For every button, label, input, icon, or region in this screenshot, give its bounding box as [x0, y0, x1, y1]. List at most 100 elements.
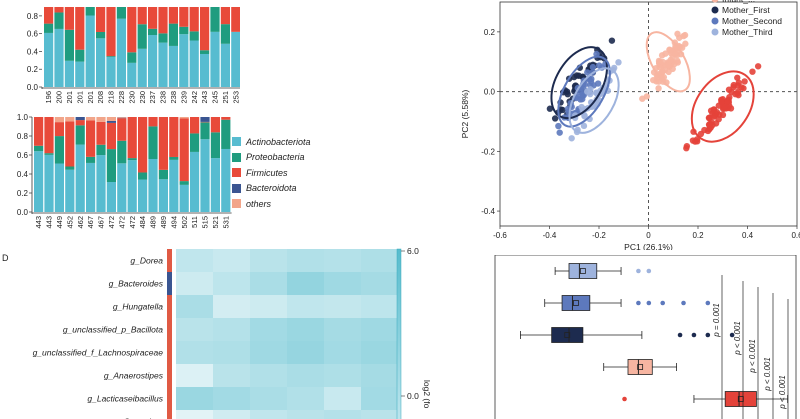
bar-segment-actinobacteriota [44, 32, 54, 87]
heat-cell [176, 341, 213, 364]
phylum-legend: Actinobacteriota Proteobacteria Firmicutes… [232, 134, 362, 212]
point-infant_2 [732, 90, 739, 98]
bar-segment-others [86, 117, 96, 121]
heat-cell [176, 272, 213, 295]
side-annotation [167, 387, 172, 410]
point-infant_1 [655, 85, 662, 92]
bar-segment-firmicutes [190, 117, 200, 134]
outlier-point [705, 332, 711, 338]
bottom-sample-label: 531 [221, 216, 230, 229]
bottom-sample-label: 489 [159, 216, 168, 229]
bar-segment-proteobacteria [210, 7, 220, 32]
bar-segment-firmicutes [127, 117, 137, 159]
point-infant_1 [667, 56, 674, 64]
box-mean [579, 268, 586, 274]
bar-segment-firmicutes [75, 7, 85, 50]
top-sample-label: 242 [190, 91, 199, 104]
bar-segment-firmicutes [221, 117, 231, 120]
side-annotation [167, 410, 172, 419]
bar-segment-firmicutes [64, 7, 74, 30]
colorbar-max-label: 6.0 [407, 246, 419, 256]
bar-segment-actinobacteriota [210, 31, 220, 87]
bar-segment-others [117, 117, 127, 118]
heat-cell [213, 318, 250, 341]
top-sample-label: 218 [107, 91, 116, 104]
bar-segment-firmicutes [189, 7, 199, 32]
point-infant_2 [710, 106, 718, 113]
heat-cell [287, 387, 324, 410]
bar-segment-actinobacteriota [106, 56, 116, 87]
top-sample-label: 239 [179, 91, 188, 104]
point-infant_2 [727, 105, 735, 112]
y-tick-label: 0.2 [484, 28, 496, 37]
point-infant_2 [710, 113, 718, 120]
bar-segment-proteobacteria [44, 23, 54, 33]
bottom-sample-label: 467 [86, 216, 95, 229]
point-infant_1 [639, 95, 646, 102]
point-infant_1 [671, 51, 679, 58]
bar-segment-bacteroidota [200, 117, 210, 122]
bar-segment-actinobacteriota [200, 53, 210, 87]
y-tick-label: -0.4 [481, 207, 495, 216]
heat-cell [250, 318, 287, 341]
bar-segment-actinobacteriota [54, 28, 64, 88]
bar-segment-actinobacteriota [189, 40, 199, 87]
heat-cell [213, 249, 250, 272]
legend-item-others: others [232, 196, 362, 212]
bar-segment-actinobacteriota [116, 18, 126, 87]
point-mother_second [584, 69, 591, 76]
bar-segment-firmicutes [106, 7, 116, 57]
point-mother_first [551, 115, 559, 122]
top-sample-label: 200 [55, 91, 64, 104]
outlier-point [646, 300, 652, 306]
y-tick-label: -0.2 [481, 147, 495, 156]
x-tick-label: -0.6 [493, 231, 507, 240]
legend-swatch [232, 137, 241, 147]
outlier-point [677, 332, 683, 338]
x-tick-label: -0.2 [592, 231, 606, 240]
heat-cell [250, 295, 287, 318]
outlier-point [660, 300, 666, 306]
genus-heatmap: g_Dorea g_Bacteroides g_Hungatella g_unclas… [33, 246, 432, 419]
bar-segment-actinobacteriota [86, 162, 96, 212]
bar-segment-proteobacteria [96, 31, 106, 39]
bar-segment-firmicutes [86, 120, 96, 157]
bottom-sample-label: 472 [128, 216, 137, 229]
y-tick-label: 0.8 [27, 12, 39, 21]
y-tick-label: 1.0 [17, 113, 29, 122]
bar-segment-firmicutes [200, 7, 210, 51]
top-sample-label: 201 [75, 91, 84, 104]
heat-cell [250, 249, 287, 272]
bar-segment-proteobacteria [106, 56, 116, 57]
bar-segment-firmicutes [169, 117, 179, 157]
outlier-point [729, 332, 735, 338]
bottom-sample-label: 494 [169, 216, 178, 229]
heat-cell [324, 295, 361, 318]
scatter-legend-marker [711, 6, 719, 14]
heat-cell [213, 341, 250, 364]
legend-item-firmicutes: Firmicutes [232, 165, 362, 181]
box-iqr [561, 295, 591, 311]
outlier-point [691, 332, 697, 338]
x-tick-label: 0.6 [791, 231, 800, 240]
bar-segment-actinobacteriota [190, 151, 200, 212]
bar-segment-firmicutes [158, 117, 168, 170]
bottom-sample-label: 511 [190, 216, 199, 228]
bar-segment-proteobacteria [106, 149, 116, 183]
significance-label: p = 0.001 [712, 303, 721, 338]
heat-cell [287, 410, 324, 419]
bar-segment-actinobacteriota [127, 62, 137, 87]
bottom-sample-label: 443 [34, 216, 43, 229]
heat-cell [361, 295, 398, 318]
top-sample-label: 238 [159, 91, 168, 104]
top-sample-label: 208 [96, 91, 105, 104]
top-sample-label: 230 [127, 91, 136, 104]
point-infant_1 [659, 68, 666, 75]
heat-cell [176, 410, 213, 419]
bar-segment-firmicutes [168, 7, 178, 24]
point-infant_2 [740, 85, 747, 92]
point-infant_1 [650, 76, 657, 84]
heat-cell [250, 387, 287, 410]
legend-label: Firmicutes [246, 167, 288, 178]
heat-cell [361, 387, 398, 410]
